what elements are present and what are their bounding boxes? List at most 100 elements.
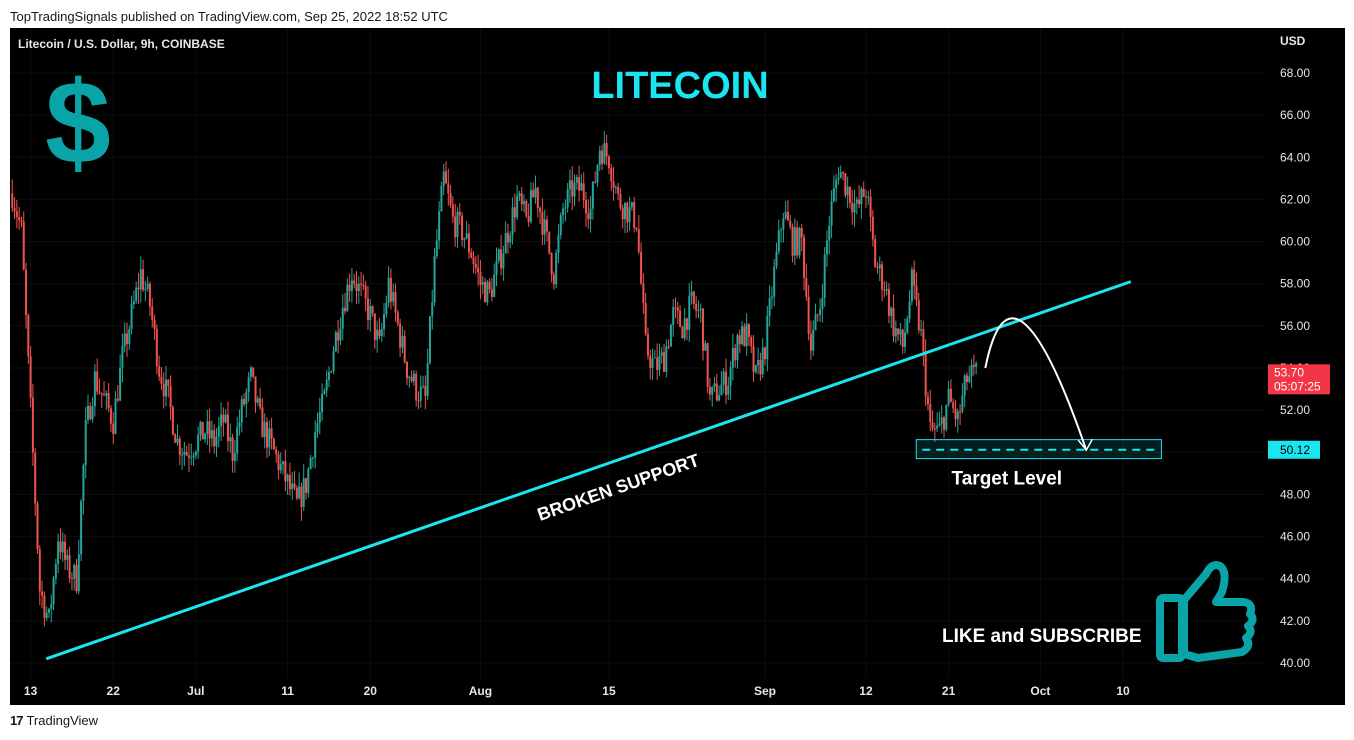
candle-body: [316, 422, 319, 433]
candle-body: [199, 421, 202, 435]
y-tick-label: 44.00: [1280, 572, 1310, 586]
candle: [135, 281, 138, 305]
candle: [20, 216, 23, 228]
candle-body: [529, 190, 532, 222]
candle-body: [924, 351, 927, 397]
tradingview-footer[interactable]: 17 TradingView: [10, 713, 98, 728]
candle: [70, 572, 73, 591]
candle: [52, 575, 55, 611]
candle-body: [672, 307, 675, 325]
overlay-layer: LITECOIN$BROKEN SUPPORT Target LevelLIKE …: [45, 57, 1257, 662]
candle-body: [226, 414, 229, 442]
candle: [952, 398, 955, 414]
candle: [619, 187, 622, 211]
thumbs-up-icon[interactable]: [1156, 561, 1257, 662]
candle-body: [346, 284, 349, 312]
candle: [892, 294, 895, 343]
candle: [959, 404, 962, 426]
candle-body: [137, 287, 140, 290]
candle-body: [222, 414, 225, 423]
candle-body: [114, 398, 117, 434]
candle-body: [105, 393, 108, 396]
candle-body: [123, 333, 126, 347]
price-chart[interactable]: LITECOIN$BROKEN SUPPORT Target LevelLIKE …: [10, 28, 1345, 705]
candle-body: [254, 376, 257, 403]
candle: [752, 335, 755, 382]
candle: [743, 322, 746, 347]
candle-body: [596, 165, 599, 183]
candle: [183, 441, 186, 467]
candle: [412, 369, 415, 386]
candle-body: [426, 363, 429, 396]
candle-body: [635, 227, 638, 230]
candle: [231, 433, 234, 473]
candle-body: [844, 173, 847, 196]
candle-body: [881, 264, 884, 290]
candle: [318, 397, 321, 435]
candle: [543, 209, 546, 245]
like-subscribe-text[interactable]: LIKE and SUBSCRIBE: [942, 626, 1142, 647]
support-trendline[interactable]: [45, 280, 1132, 661]
candle: [465, 220, 468, 240]
candle: [13, 197, 16, 219]
candle-body: [337, 332, 340, 341]
candle-body: [412, 373, 415, 382]
candle: [635, 227, 638, 232]
candle-body: [479, 272, 482, 285]
candle: [633, 196, 636, 233]
candle-body: [683, 318, 686, 339]
candle-body: [940, 417, 943, 424]
candle-body: [823, 254, 826, 299]
candle-body: [477, 267, 480, 273]
candle-body: [564, 207, 567, 209]
candle: [555, 249, 558, 289]
candle: [80, 498, 83, 562]
candle-body: [497, 249, 500, 261]
candle: [970, 359, 973, 389]
candle: [770, 286, 773, 309]
candle-body: [523, 200, 526, 205]
candle-body: [552, 274, 555, 285]
candle: [663, 343, 666, 372]
candle-body: [874, 239, 877, 268]
candle: [750, 335, 753, 354]
candle-body: [305, 478, 308, 493]
candle-body: [722, 371, 725, 385]
candle-body: [536, 187, 539, 208]
candle: [688, 283, 691, 342]
candle: [424, 375, 427, 410]
candle: [449, 184, 452, 208]
last-price-badge[interactable]: [1268, 364, 1330, 395]
candle-body: [465, 233, 468, 239]
candle-body: [681, 326, 684, 339]
candle: [314, 420, 317, 469]
candle-body: [245, 391, 248, 405]
candle: [206, 409, 209, 446]
candle: [350, 267, 353, 303]
symbol-title[interactable]: Litecoin / U.S. Dollar, 9h, COINBASE: [18, 37, 225, 51]
candle-body: [171, 407, 174, 435]
candle-body: [325, 379, 328, 391]
candle: [660, 346, 663, 364]
candle-body: [816, 314, 819, 316]
candle: [272, 437, 275, 451]
candle-body: [187, 455, 190, 458]
candle-body: [750, 337, 753, 347]
candle-body: [704, 343, 707, 351]
target-price-badge[interactable]: [1268, 440, 1320, 459]
candle-body: [486, 281, 489, 303]
projection-curve: [984, 317, 1088, 451]
candle: [894, 320, 897, 344]
candle-body: [100, 392, 103, 395]
candle-body: [103, 394, 106, 396]
chart-panel[interactable]: LITECOIN $ BROKEN SUPPORT Target Level LIKE …: [10, 28, 1345, 705]
candle: [66, 549, 69, 571]
candle: [667, 339, 670, 350]
candle: [369, 299, 372, 332]
candle-body: [644, 303, 647, 334]
candle-body: [265, 422, 268, 448]
candle: [89, 402, 92, 421]
candle: [119, 354, 122, 402]
candle-body: [692, 291, 695, 304]
candle: [288, 462, 291, 496]
